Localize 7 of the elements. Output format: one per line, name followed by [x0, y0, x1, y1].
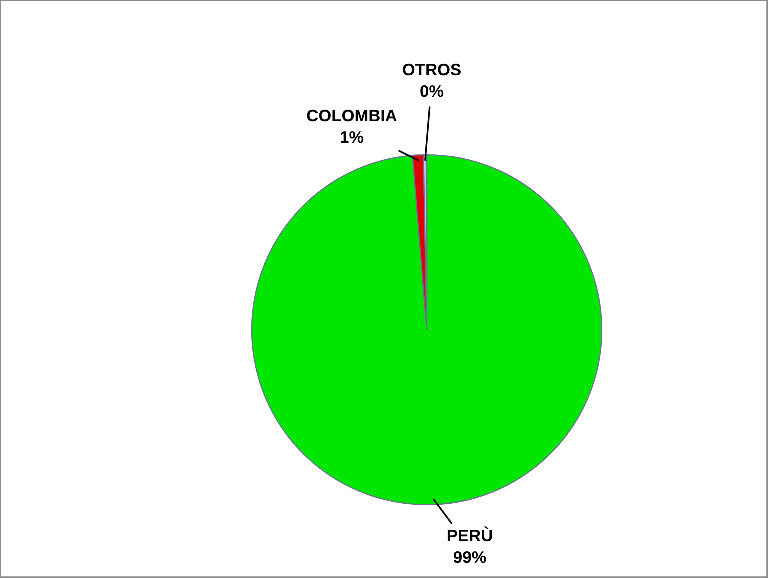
data-label: 1% [341, 132, 364, 144]
slice-label: OTROS [403, 64, 461, 76]
data-label: 99% [454, 551, 486, 564]
pie-slice [251, 154, 603, 506]
data-label: 0% [420, 85, 444, 98]
slice-label: PERÙ [448, 526, 492, 542]
slice-label: COLOMBIA [307, 110, 397, 122]
